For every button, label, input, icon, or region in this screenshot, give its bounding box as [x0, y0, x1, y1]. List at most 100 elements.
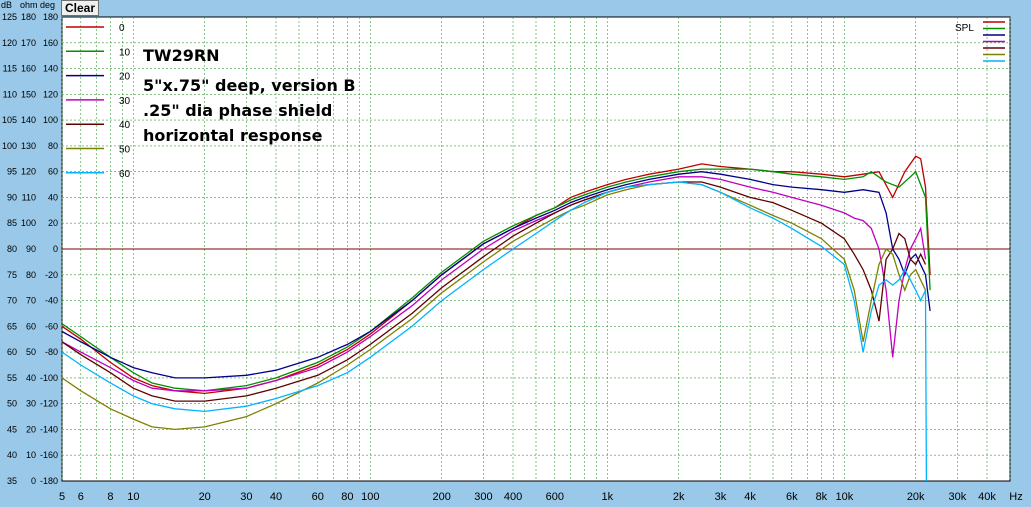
y-tick-deg: -60 — [45, 321, 58, 331]
y-tick-deg: -180 — [40, 476, 58, 486]
y-tick-db: 50 — [7, 399, 17, 409]
x-tick-label: 60 — [312, 491, 324, 503]
x-tick-label: 100 — [361, 491, 379, 503]
legend-label-50: 50 — [119, 145, 131, 156]
y-tick-deg: -20 — [45, 270, 58, 280]
y-tick-db: 55 — [7, 373, 17, 383]
y-tick-db: 95 — [7, 167, 17, 177]
y-tick-ohm: 30 — [26, 399, 36, 409]
y-tick-deg: 140 — [43, 64, 58, 74]
y-tick-ohm: 160 — [21, 64, 36, 74]
x-tick-label: 3k — [715, 491, 727, 503]
x-tick-label: 2k — [673, 491, 685, 503]
y-tick-deg: 160 — [43, 38, 58, 48]
x-tick-label: 10k — [835, 491, 853, 503]
series-line-60 — [61, 181, 928, 482]
legend-label-10: 10 — [119, 47, 131, 58]
annotation-enclosure: 5"x.75" deep, version B — [143, 76, 356, 95]
y-tick-db: 80 — [7, 244, 17, 254]
x-tick-label: 8k — [816, 491, 828, 503]
x-tick-label: 1k — [602, 491, 614, 503]
y-tick-deg: 120 — [43, 89, 58, 99]
y-tick-ohm: 50 — [26, 347, 36, 357]
y-tick-ohm: 130 — [21, 141, 36, 151]
y-tick-db: 110 — [3, 89, 17, 99]
x-tick-label: 300 — [474, 491, 492, 503]
y-tick-ohm: 150 — [21, 89, 36, 99]
series-line-10 — [61, 168, 931, 392]
x-axis-unit: Hz — [1009, 491, 1022, 503]
y-tick-db: 65 — [7, 321, 17, 331]
y-tick-deg: 40 — [48, 192, 58, 202]
x-tick-label: 8 — [107, 491, 113, 503]
x-tick-label: 5 — [59, 491, 65, 503]
y-tick-db: 75 — [7, 270, 17, 280]
y-tick-deg: 20 — [48, 218, 58, 228]
y-tick-deg: 60 — [48, 167, 58, 177]
legend-label-40: 40 — [119, 120, 131, 131]
legend-label-0: 0 — [119, 23, 125, 34]
y-tick-deg: 0 — [53, 244, 58, 254]
x-tick-label: 6k — [786, 491, 798, 503]
x-tick-label: 30 — [240, 491, 252, 503]
x-tick-label: 6 — [78, 491, 84, 503]
y-tick-ohm: 180 — [21, 12, 36, 22]
x-tick-label: 40 — [270, 491, 282, 503]
y-tick-ohm: 100 — [21, 218, 36, 228]
x-tick-label: 10 — [127, 491, 139, 503]
y-tick-ohm: 20 — [26, 424, 36, 434]
y-tick-ohm: 120 — [21, 167, 36, 177]
y-tick-ohm: 90 — [26, 244, 36, 254]
y-tick-db: 115 — [3, 64, 17, 74]
clear-button[interactable]: Clear — [61, 0, 99, 16]
x-tick-label: 400 — [504, 491, 522, 503]
x-tick-label: 20 — [199, 491, 211, 503]
y-tick-deg: -160 — [40, 450, 58, 460]
y-tick-ohm: 60 — [26, 321, 36, 331]
ohm-axis-header: ohm — [20, 0, 38, 10]
annotation-phase-shield: .25" dia phase shield — [143, 101, 333, 120]
series-line-0 — [61, 155, 931, 395]
y-tick-db: 45 — [7, 424, 17, 434]
annotation-response-type: horizontal response — [143, 126, 323, 145]
spl-legend-label: SPL — [955, 23, 974, 34]
x-tick-label: 200 — [433, 491, 451, 503]
y-tick-ohm: 40 — [26, 373, 36, 383]
y-tick-ohm: 10 — [26, 450, 36, 460]
legend-label-60: 60 — [119, 169, 131, 180]
y-tick-ohm: 170 — [21, 38, 36, 48]
y-tick-db: 90 — [7, 192, 17, 202]
y-tick-ohm: 110 — [22, 192, 36, 202]
y-tick-db: 60 — [7, 347, 17, 357]
y-tick-ohm: 140 — [21, 115, 36, 125]
y-tick-deg: 180 — [43, 12, 58, 22]
legend-label-30: 30 — [119, 96, 131, 107]
series-line-50 — [61, 181, 927, 431]
x-tick-label: 80 — [341, 491, 353, 503]
x-tick-label: 40k — [978, 491, 996, 503]
y-tick-deg: -140 — [40, 424, 58, 434]
x-tick-label: 600 — [546, 491, 564, 503]
deg-axis-header: deg — [40, 0, 56, 10]
y-tick-db: 105 — [2, 115, 17, 125]
series-line-20 — [61, 171, 931, 379]
y-tick-db: 100 — [2, 141, 17, 151]
y-tick-deg: 100 — [43, 115, 58, 125]
y-tick-ohm: 0 — [31, 476, 36, 486]
y-tick-deg: 80 — [48, 141, 58, 151]
y-tick-db: 35 — [7, 476, 17, 486]
y-tick-deg: -120 — [40, 399, 58, 409]
y-tick-ohm: 70 — [26, 296, 36, 306]
y-tick-deg: -80 — [45, 347, 58, 357]
y-tick-ohm: 80 — [26, 270, 36, 280]
y-tick-db: 120 — [2, 38, 17, 48]
y-tick-db: 125 — [2, 12, 17, 22]
annotation-model: TW29RN — [143, 46, 220, 65]
y-tick-db: 85 — [7, 218, 17, 228]
y-tick-db: 70 — [7, 296, 17, 306]
legend-label-20: 20 — [119, 72, 131, 83]
y-tick-deg: -40 — [45, 296, 58, 306]
x-tick-label: 20k — [907, 491, 925, 503]
